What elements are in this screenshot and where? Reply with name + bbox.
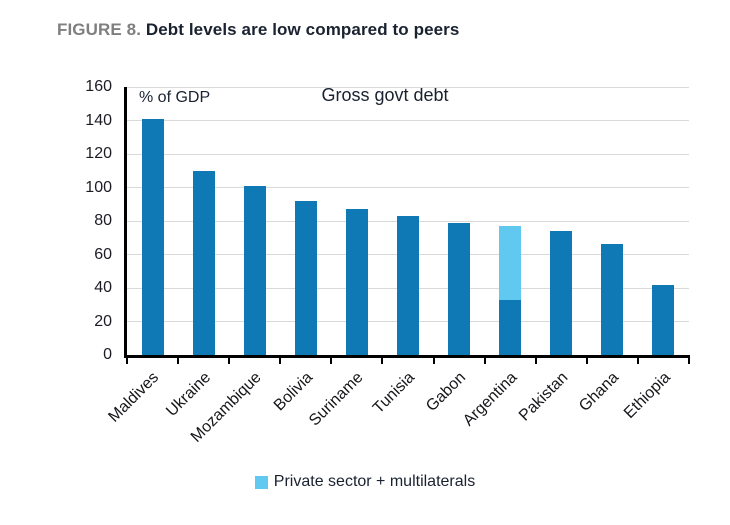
bar-tunisia-govt [397,215,419,355]
gridline-120 [127,153,689,155]
figure-title: FIGURE 8. Debt levels are low compared t… [57,20,459,40]
x-axis-label-suriname: Suriname [306,369,367,430]
chart-legend: Private sector + multilaterals [0,473,730,491]
bar-ukraine-govt [192,170,215,355]
gridline-160 [127,86,689,88]
y-axis-label-140: 140 [85,111,112,129]
x-axis-label-ghana: Ghana [576,369,623,415]
chart-title: Gross govt debt [321,85,449,105]
x-axis-label-gabon: Gabon [423,369,470,415]
legend-label-private-sector: Private sector + multilaterals [273,473,476,490]
gridline-140 [127,120,689,121]
x-axis-tick-10 [636,358,639,364]
x-axis-label-tunisia: Tunisia [369,369,419,418]
x-axis-tick-3 [279,358,282,364]
bar-pakistan-govt [550,231,573,355]
x-axis-label-maldives: Maldives [105,369,163,426]
x-axis-label-ethiopia: Ethiopia [620,369,674,422]
figure-title-text: Debt levels are low compared to peers [145,20,460,39]
x-axis-label-pakistan: Pakistan [515,369,572,425]
y-axis-label-20: 20 [94,312,112,330]
x-axis-tick-9 [585,358,588,364]
legend-swatch-private-sector [254,475,268,489]
y-axis-line [124,87,127,358]
bar-maldives-govt [141,118,164,355]
bar-mozambique-govt [243,185,266,355]
bar-argentina-private-multilateral [499,226,522,300]
bar-ethiopia-govt [652,284,675,355]
y-axis-label-0: 0 [103,346,112,363]
x-axis-label-argentina: Argentina [459,369,521,430]
y-axis-label-100: 100 [85,178,112,196]
x-axis-tick-5 [381,358,384,364]
bar-suriname-govt [345,209,368,355]
y-axis-label-80: 80 [94,212,112,229]
bar-gabon-govt [448,222,471,355]
bar-ghana-govt [601,244,624,355]
x-axis-tick-1 [177,358,180,364]
x-axis-tick-4 [330,358,333,364]
x-axis-tick-8 [534,358,537,364]
bar-argentina-govt [499,299,522,355]
bar-bolivia-govt [294,200,317,355]
x-axis-tick-0 [126,358,128,364]
x-axis-tick-6 [432,358,435,364]
x-axis-tick-2 [228,358,231,364]
y-axis-label-60: 60 [94,245,112,263]
y-axis-label-40: 40 [94,279,112,296]
gridline-100 [127,187,689,188]
x-axis-tick-7 [483,358,486,364]
figure-number-label: FIGURE 8. [57,20,142,39]
y-axis-label-160: 160 [85,78,112,95]
y-axis-unit-label: % of GDP [139,89,211,106]
x-axis-label-ukraine: Ukraine [162,369,214,421]
y-axis-label-120: 120 [85,145,112,162]
x-axis-label-bolivia: Bolivia [270,369,316,415]
x-axis-line [124,355,690,358]
x-axis-tick-11 [688,358,690,364]
